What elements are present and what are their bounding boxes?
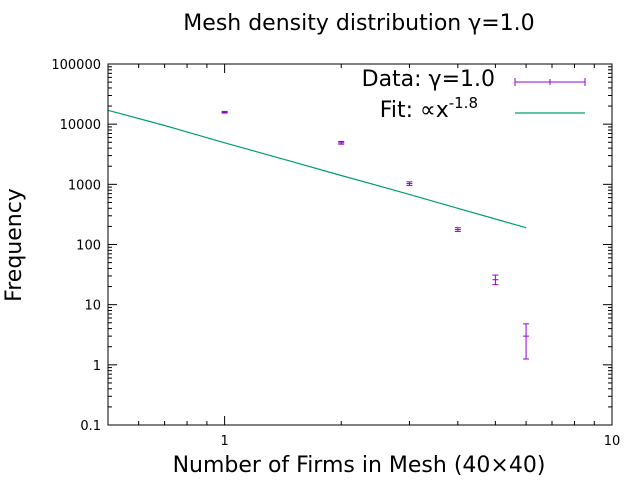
x-tick-label: 10 xyxy=(604,434,621,449)
data-point xyxy=(338,141,345,145)
y-axis-ticks: 0.1 1 10 100 1000 10000 100000 xyxy=(51,58,612,434)
y-tick-label: 100000 xyxy=(51,58,101,73)
data-point xyxy=(221,110,228,114)
legend-sample-data xyxy=(514,78,586,86)
y-tick-label: 10000 xyxy=(60,118,101,133)
legend-label-fit-exponent: -1.8 xyxy=(449,94,478,112)
legend: Data: γ=1.0 Fit: ∝x-1.8 xyxy=(362,67,586,123)
x-axis-ticks: 1 10 xyxy=(138,64,621,449)
fit-line xyxy=(107,109,527,229)
y-tick-label: 10 xyxy=(84,299,101,314)
y-axis-label: Frequency xyxy=(2,188,27,302)
legend-label-fit: Fit: ∝x-1.8 xyxy=(380,94,478,123)
y-tick-label: 1000 xyxy=(68,178,101,193)
y-tick-label: 1 xyxy=(93,359,101,374)
plot-frame xyxy=(107,63,613,426)
plot-area xyxy=(107,109,530,360)
x-axis-label: Number of Firms in Mesh (40×40) xyxy=(173,453,546,478)
legend-label-fit-base: Fit: ∝x xyxy=(380,98,449,123)
x-tick-label: 1 xyxy=(220,434,228,449)
data-point xyxy=(492,274,499,286)
y-tick-label: 0.1 xyxy=(80,419,101,434)
y-tick-label: 100 xyxy=(76,239,101,254)
data-point xyxy=(523,323,530,360)
chart-title: Mesh density distribution γ=1.0 xyxy=(183,11,534,36)
data-point xyxy=(406,181,413,186)
legend-label-data: Data: γ=1.0 xyxy=(362,67,495,92)
data-point xyxy=(454,227,461,232)
